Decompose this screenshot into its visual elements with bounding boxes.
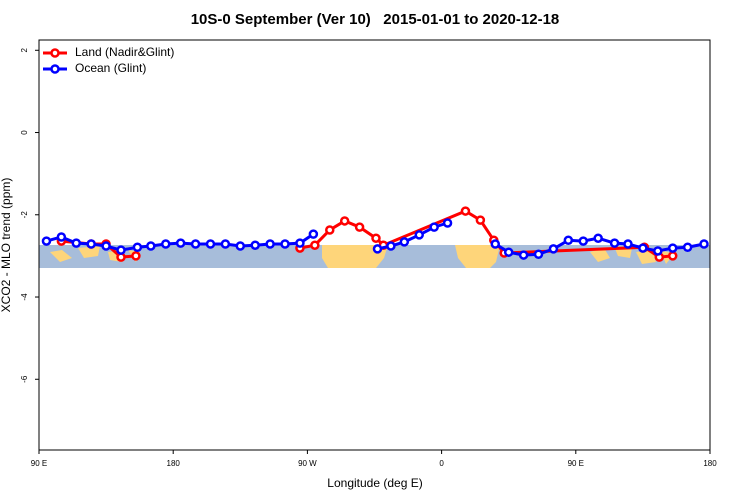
data-point xyxy=(146,241,156,251)
legend-label: Land (Nadir&Glint) xyxy=(75,45,174,59)
y-tick-label: 0 xyxy=(20,130,29,135)
data-point xyxy=(56,232,67,242)
data-point xyxy=(442,218,453,228)
data-point xyxy=(667,251,678,261)
data-point xyxy=(101,241,111,251)
data-point xyxy=(310,240,320,250)
data-point xyxy=(250,240,260,250)
legend-marker xyxy=(50,48,60,58)
data-point xyxy=(609,238,620,248)
data-point xyxy=(372,244,383,254)
data-point xyxy=(71,238,82,248)
data-point xyxy=(160,239,171,249)
data-point xyxy=(220,239,231,249)
legend-label: Ocean (Glint) xyxy=(75,61,146,75)
x-tick-label: 0 xyxy=(439,459,444,468)
data-point xyxy=(699,239,709,249)
data-point xyxy=(86,239,96,249)
data-point xyxy=(578,236,589,246)
data-point xyxy=(116,245,126,255)
data-point xyxy=(638,243,648,253)
data-point xyxy=(503,247,514,257)
y-tick-label: 2 xyxy=(20,48,29,53)
data-point xyxy=(325,225,335,235)
y-tick-label: -6 xyxy=(20,375,29,383)
data-point xyxy=(41,236,52,246)
y-tick-label: -4 xyxy=(20,293,29,301)
data-point xyxy=(533,249,544,260)
x-axis-label: Longitude (deg E) xyxy=(327,476,422,490)
data-point xyxy=(386,241,396,251)
data-point xyxy=(653,246,663,256)
data-point xyxy=(308,229,319,239)
x-tick-label: 180 xyxy=(703,459,717,468)
legend-marker xyxy=(50,64,60,74)
data-point xyxy=(548,244,559,254)
x-tick-label: 90 E xyxy=(31,459,47,468)
data-point xyxy=(205,239,216,249)
plot-frame xyxy=(38,39,711,451)
chart-title: 10S-0 September (Ver 10) 2015-01-01 to 2… xyxy=(191,11,560,28)
data-point xyxy=(265,239,275,249)
data-point xyxy=(354,222,365,232)
data-point xyxy=(667,243,678,253)
data-point xyxy=(460,206,471,216)
data-point xyxy=(593,233,603,243)
data-point xyxy=(339,216,350,226)
y-axis-label: XCO2 - MLO trend (ppm) xyxy=(0,178,13,313)
data-point xyxy=(518,250,529,260)
data-point xyxy=(414,230,424,240)
data-point xyxy=(295,238,305,248)
data-point xyxy=(623,239,633,249)
data-point xyxy=(132,242,143,253)
data-point xyxy=(429,222,439,232)
data-point xyxy=(235,241,246,251)
data-point xyxy=(280,239,290,249)
x-tick-label: 180 xyxy=(167,459,181,468)
data-point xyxy=(371,233,381,243)
x-tick-label: 90 E xyxy=(568,459,584,468)
data-point xyxy=(190,239,201,249)
x-tick-label: 90 W xyxy=(298,459,317,468)
data-point xyxy=(490,239,501,249)
data-point xyxy=(563,235,574,246)
data-point xyxy=(682,242,693,253)
y-tick-label: -2 xyxy=(20,211,29,219)
data-point xyxy=(175,238,186,248)
data-point xyxy=(131,251,141,261)
data-point xyxy=(399,237,410,247)
data-point xyxy=(475,215,486,225)
